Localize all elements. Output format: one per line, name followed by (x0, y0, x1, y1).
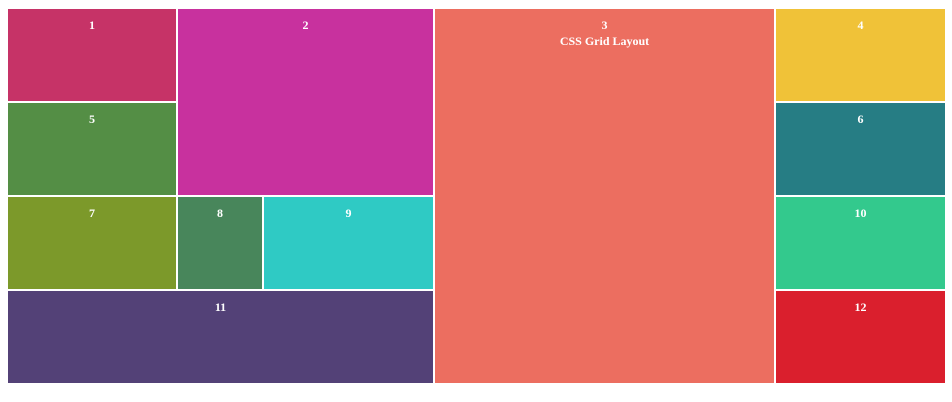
grid-item-3-subtitle: CSS Grid Layout (559, 34, 650, 48)
grid-item-5-label: 5 (89, 112, 95, 126)
grid-item-12-label: 12 (854, 300, 867, 314)
grid-item-4: 4 (776, 9, 945, 101)
grid-item-1: 1 (8, 9, 176, 101)
grid-item-11-label: 11 (214, 300, 227, 314)
grid-item-9-label: 9 (345, 206, 352, 220)
grid-item-8-label: 8 (217, 206, 223, 220)
grid-item-3-label: 3 (601, 18, 608, 32)
grid-item-11: 11 (8, 291, 433, 383)
grid-item-6-label: 6 (857, 112, 864, 126)
grid-item-10: 10 (776, 197, 945, 289)
grid-item-10-label: 10 (854, 206, 867, 220)
grid-item-6: 6 (776, 103, 945, 195)
grid-item-1-label: 1 (89, 18, 95, 32)
grid-item-7: 7 (8, 197, 176, 289)
grid-item-9: 9 (264, 197, 433, 289)
grid-item-12: 12 (776, 291, 945, 383)
grid-item-7-label: 7 (89, 206, 95, 220)
grid-item-2: 2 (178, 9, 433, 195)
grid-container: 1 2 3 CSS Grid Layout 4 5 6 7 8 9 10 11 … (8, 9, 945, 383)
grid-item-3: 3 CSS Grid Layout (435, 9, 774, 383)
grid-item-4-label: 4 (857, 18, 864, 32)
grid-item-2-label: 2 (302, 18, 309, 32)
grid-item-5: 5 (8, 103, 176, 195)
grid-item-8: 8 (178, 197, 262, 289)
